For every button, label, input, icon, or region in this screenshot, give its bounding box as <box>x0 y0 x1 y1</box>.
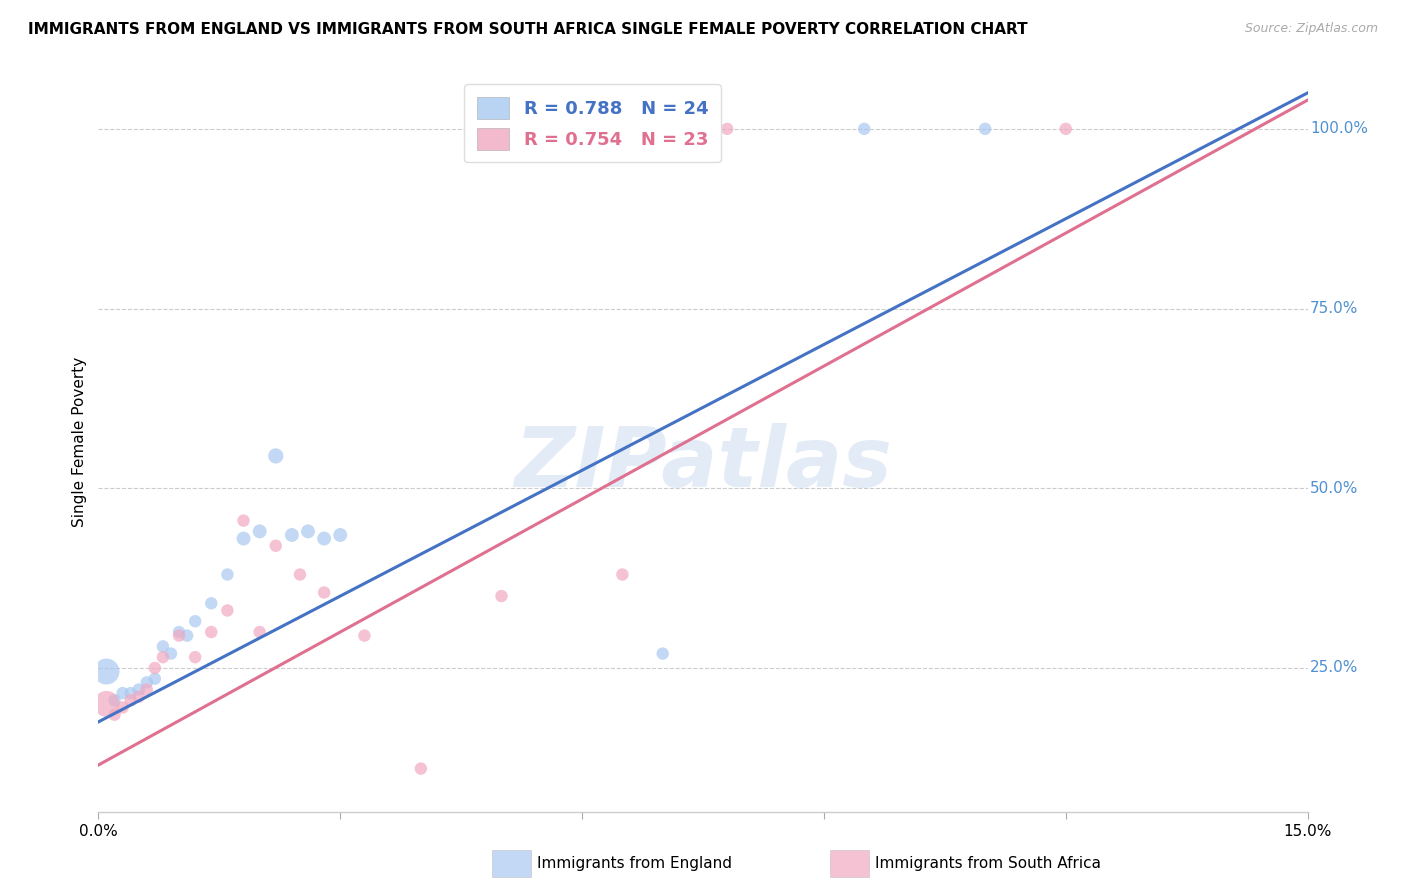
Text: Immigrants from South Africa: Immigrants from South Africa <box>875 856 1101 871</box>
Point <box>152 650 174 665</box>
Point <box>143 672 166 686</box>
Point <box>111 700 134 714</box>
Point <box>96 697 118 711</box>
Point <box>974 121 997 136</box>
Point <box>232 532 254 546</box>
Text: 50.0%: 50.0% <box>1310 481 1358 496</box>
Point <box>120 686 142 700</box>
Point <box>353 629 375 643</box>
Text: Source: ZipAtlas.com: Source: ZipAtlas.com <box>1244 22 1378 36</box>
Y-axis label: Single Female Poverty: Single Female Poverty <box>72 357 87 526</box>
Point <box>314 532 336 546</box>
Point <box>103 707 125 722</box>
Point <box>1054 121 1077 136</box>
Legend: R = 0.788   N = 24, R = 0.754   N = 23: R = 0.788 N = 24, R = 0.754 N = 23 <box>464 84 721 162</box>
Point <box>167 629 190 643</box>
Text: Immigrants from England: Immigrants from England <box>537 856 733 871</box>
Point <box>217 567 239 582</box>
Text: IMMIGRANTS FROM ENGLAND VS IMMIGRANTS FROM SOUTH AFRICA SINGLE FEMALE POVERTY CO: IMMIGRANTS FROM ENGLAND VS IMMIGRANTS FR… <box>28 22 1028 37</box>
Point <box>853 121 876 136</box>
Point <box>200 596 222 610</box>
Point <box>612 567 634 582</box>
Point <box>281 528 304 542</box>
Point <box>288 567 311 582</box>
Point <box>103 693 125 707</box>
Point <box>264 449 287 463</box>
Point <box>184 650 207 665</box>
Text: 100.0%: 100.0% <box>1310 121 1368 136</box>
Point <box>128 682 150 697</box>
Point <box>329 528 352 542</box>
Point <box>409 762 432 776</box>
Point <box>249 625 271 640</box>
Point <box>152 640 174 654</box>
Point <box>135 682 157 697</box>
Point <box>297 524 319 539</box>
Point <box>217 603 239 617</box>
Point <box>314 585 336 599</box>
Point <box>184 614 207 628</box>
Point <box>135 675 157 690</box>
Text: 25.0%: 25.0% <box>1310 660 1358 675</box>
Point <box>160 647 183 661</box>
Text: 75.0%: 75.0% <box>1310 301 1358 316</box>
Point <box>249 524 271 539</box>
Point <box>167 625 190 640</box>
Point <box>491 589 513 603</box>
Point <box>176 629 198 643</box>
Point <box>96 665 118 679</box>
Point <box>111 686 134 700</box>
Point <box>128 690 150 704</box>
Point <box>264 539 287 553</box>
Point <box>232 514 254 528</box>
Point <box>120 693 142 707</box>
Text: ZIPatlas: ZIPatlas <box>515 423 891 504</box>
Point <box>143 661 166 675</box>
Point <box>651 647 673 661</box>
Point <box>716 121 738 136</box>
Point <box>200 625 222 640</box>
